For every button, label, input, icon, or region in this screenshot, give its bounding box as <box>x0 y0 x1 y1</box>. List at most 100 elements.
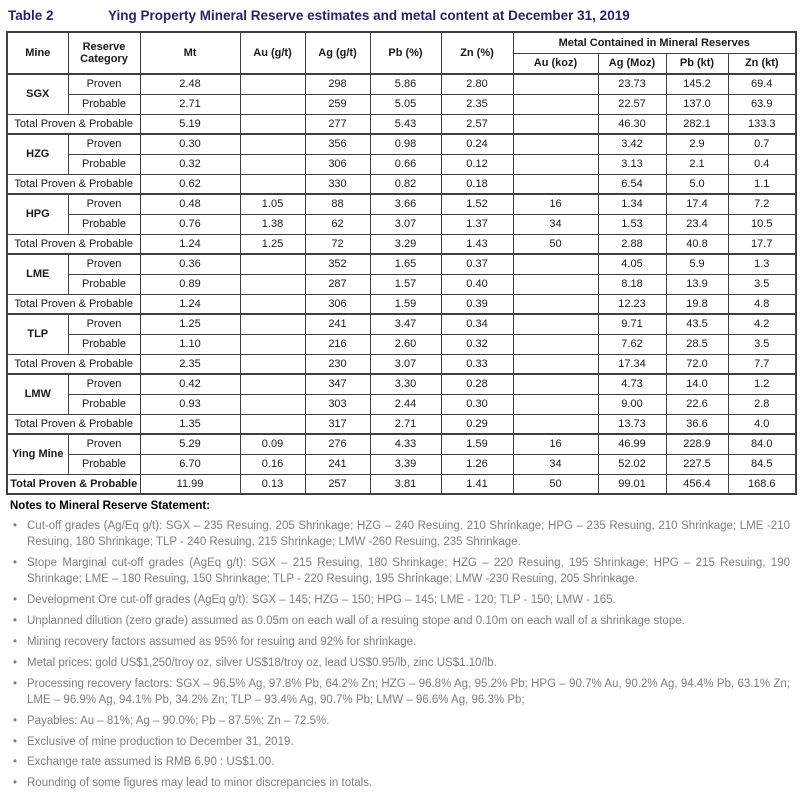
value-cell-pb-kt: 2.1 <box>665 153 729 175</box>
total-cell-pb-pct: 3.29 <box>369 233 442 255</box>
value-cell-zn-kt: 4.2 <box>727 313 797 335</box>
total-cell-zn-pct: 2.57 <box>440 113 514 135</box>
total-label-cell: Total Proven & Probable <box>6 353 141 375</box>
total-cell-ag-moz: 13.73 <box>597 413 667 435</box>
total-cell-mt: 11.99 <box>139 473 241 495</box>
header-mt: Mt <box>139 31 241 75</box>
value-cell-mt: 2.71 <box>139 93 241 115</box>
total-cell-pb-kt: 5.0 <box>665 173 729 195</box>
total-cell-ag-moz: 2.88 <box>597 233 667 255</box>
value-cell-zn-pct: 0.30 <box>440 393 514 415</box>
note-item: Processing recovery factors: SGX – 96.5%… <box>10 676 790 709</box>
header-au-koz: Au (koz) <box>512 52 599 75</box>
note-item: Mining recovery factors assumed as 95% f… <box>10 634 790 651</box>
value-cell-zn-kt: 1.3 <box>727 253 797 275</box>
total-cell-au-gt: 0.13 <box>239 473 306 495</box>
value-cell-mt: 0.48 <box>139 193 241 215</box>
value-cell-zn-kt: 84.0 <box>727 433 797 455</box>
value-cell-au-gt <box>239 253 306 275</box>
value-cell-au-gt <box>239 133 306 155</box>
total-cell-au-gt: 1.25 <box>239 233 306 255</box>
value-cell-au-koz <box>512 273 599 295</box>
note-item: Cut-off grades (Ag/Eq g/t): SGX – 235 Re… <box>10 518 790 551</box>
value-cell-ag-gt: 356 <box>304 133 371 155</box>
header-zn-pct: Zn (%) <box>440 31 514 75</box>
value-cell-ag-moz: 3.13 <box>597 153 667 175</box>
value-cell-zn-pct: 1.52 <box>440 193 514 215</box>
value-cell-mt: 1.10 <box>139 333 241 355</box>
total-label-cell: Total Proven & Probable <box>6 113 141 135</box>
value-cell-au-koz <box>512 153 599 175</box>
value-cell-au-gt <box>239 313 306 335</box>
total-cell-pb-kt: 40.8 <box>665 233 729 255</box>
value-cell-zn-kt: 10.5 <box>727 213 797 235</box>
total-cell-zn-kt: 7.7 <box>727 353 797 375</box>
reserve-category-cell: Proven <box>67 193 141 215</box>
reserve-category-cell: Proven <box>67 313 141 335</box>
header-reserve-category: Reserve Category <box>67 31 141 75</box>
note-item: Development Ore cut-off grades (AgEq g/t… <box>10 592 790 609</box>
total-cell-ag-gt: 257 <box>304 473 371 495</box>
total-cell-pb-kt: 36.6 <box>665 413 729 435</box>
value-cell-au-gt: 1.38 <box>239 213 306 235</box>
table-row: Probable 0.76 1.38 62 3.07 1.37 34 1.53 23.4 10.5 <box>7 213 797 235</box>
value-cell-au-gt <box>239 333 306 355</box>
value-cell-pb-pct: 1.57 <box>369 273 442 295</box>
value-cell-mt: 1.25 <box>139 313 241 335</box>
value-cell-mt: 0.36 <box>139 253 241 275</box>
value-cell-au-gt <box>239 393 306 415</box>
table-row: Ying Mine Proven 5.29 0.09 276 4.33 1.59 16 46.9… <box>6 433 797 475</box>
reserve-category-cell: Probable <box>67 273 141 295</box>
note-item: Unplanned dilution (zero grade) assumed … <box>10 613 790 630</box>
value-cell-au-koz <box>512 373 599 395</box>
table-row: TLP Proven 1.25 241 3.47 0.34 9.71 43.5 4.2 <box>6 313 797 355</box>
value-cell-pb-pct: 3.39 <box>369 453 442 475</box>
value-cell-au-koz <box>512 133 599 155</box>
value-cell-pb-kt: 5.9 <box>665 253 729 275</box>
value-cell-ag-gt: 241 <box>304 453 371 475</box>
total-cell-ag-gt: 230 <box>304 353 371 375</box>
value-cell-pb-pct: 5.05 <box>369 93 442 115</box>
value-cell-zn-pct: 2.80 <box>440 73 514 95</box>
total-cell-au-koz <box>512 173 599 195</box>
mine-name-cell: LME <box>6 253 69 295</box>
table-row: HPG Proven 0.48 1.05 88 3.66 1.52 16 1.34 17.4 7.2 <box>6 193 797 235</box>
total-cell-ag-moz: 99.01 <box>597 473 667 495</box>
reserve-category-cell: Probable <box>67 393 141 415</box>
note-item: Stope Marginal cut-off grades (AgEq g/t)… <box>10 555 790 588</box>
note-item: Metal prices: gold US$1,250/troy oz, sil… <box>10 655 790 672</box>
total-row: Total Proven & Probable 5.19 277 5.43 2.57 46… <box>6 113 797 135</box>
value-cell-au-koz <box>512 393 599 415</box>
total-label-cell: Total Proven & Probable <box>6 173 141 195</box>
total-cell-pb-pct: 1.59 <box>369 293 442 315</box>
value-cell-ag-moz: 4.73 <box>597 373 667 395</box>
value-cell-zn-pct: 0.40 <box>440 273 514 295</box>
mine-name-cell: TLP <box>6 313 69 355</box>
total-cell-ag-gt: 306 <box>304 293 371 315</box>
value-cell-au-koz <box>512 253 599 275</box>
note-item: Exchange rate assumed is RMB 6.90 : US$1… <box>10 754 790 771</box>
header-ag-moz: Ag (Moz) <box>597 52 667 75</box>
table-row: HZG Proven 0.30 356 0.98 0.24 3.42 2.9 0.7 <box>6 133 797 175</box>
reserve-category-cell: Proven <box>67 433 141 455</box>
value-cell-au-gt <box>239 153 306 175</box>
notes-list: Cut-off grades (Ag/Eq g/t): SGX – 235 Re… <box>10 518 790 792</box>
value-cell-au-koz: 16 <box>512 193 599 215</box>
table-row: Probable 6.70 0.16 241 3.39 1.26 34 52.02 227.5 8… <box>7 453 797 475</box>
total-cell-au-gt <box>239 413 306 435</box>
table-row: SGX Proven 2.48 298 5.86 2.80 23.73 145.2 69.4 <box>6 73 797 115</box>
total-cell-zn-kt: 133.3 <box>727 113 797 135</box>
value-cell-au-koz <box>512 313 599 335</box>
total-cell-mt: 1.24 <box>139 233 241 255</box>
mine-name-cell: HZG <box>6 133 69 175</box>
total-cell-zn-pct: 1.41 <box>440 473 514 495</box>
total-cell-au-gt <box>239 113 306 135</box>
table-header: Mine Reserve Category Mt Au (g/t) Ag (g/… <box>6 31 797 75</box>
value-cell-mt: 0.93 <box>139 393 241 415</box>
reserve-category-cell: Probable <box>67 93 141 115</box>
total-row: Total Proven & Probable 1.24 306 1.59 0.39 12… <box>6 293 797 315</box>
value-cell-au-gt <box>239 373 306 395</box>
total-cell-pb-pct: 5.43 <box>369 113 442 135</box>
value-cell-ag-gt: 259 <box>304 93 371 115</box>
total-label-cell: Total Proven & Probable <box>6 413 141 435</box>
